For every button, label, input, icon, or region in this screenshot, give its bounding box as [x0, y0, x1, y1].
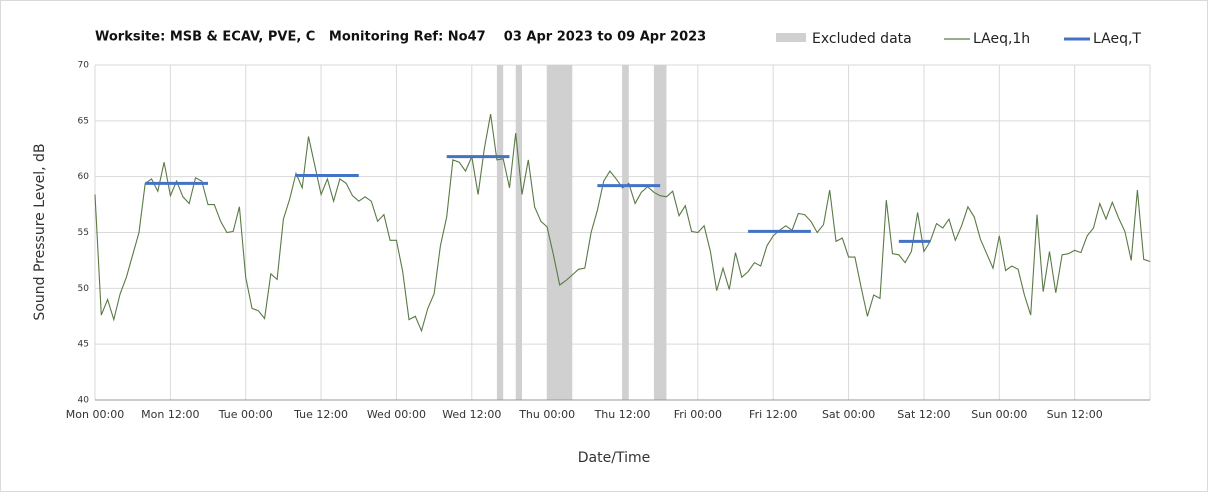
x-tick-label: Fri 00:00	[674, 408, 722, 421]
legend-swatch	[776, 33, 806, 42]
legend-label: LAeq,1h	[973, 31, 1030, 47]
line-series	[94, 114, 1151, 333]
x-tick-label: Sun 12:00	[1047, 408, 1103, 421]
x-tick-label: Mon 00:00	[66, 408, 124, 421]
y-tick-label: 65	[78, 116, 89, 126]
x-tick-label: Fri 12:00	[749, 408, 797, 421]
y-tick-label: 60	[78, 172, 90, 182]
x-tick-label: Mon 12:00	[141, 408, 199, 421]
x-tick-label: Thu 12:00	[594, 408, 651, 421]
x-tick-label: Tue 12:00	[293, 408, 348, 421]
y-tick-label: 50	[78, 284, 90, 294]
y-tick-label: 55	[78, 228, 89, 238]
excluded-region	[547, 65, 573, 400]
x-tick-label: Sat 00:00	[822, 408, 875, 421]
excluded-region	[515, 65, 523, 400]
x-tick-label: Wed 00:00	[367, 408, 426, 421]
x-tick-label: Sat 12:00	[897, 408, 950, 421]
x-tick-label: Sun 00:00	[971, 408, 1027, 421]
legend-label: LAeq,T	[1093, 31, 1141, 47]
x-axis-label: Date/Time	[578, 450, 650, 466]
x-tick-label: Wed 12:00	[442, 408, 501, 421]
chart-title: Worksite: MSB & ECAV, PVE, C Monitoring …	[95, 30, 706, 45]
excluded-region	[496, 65, 504, 400]
y-tick-label: 70	[78, 61, 90, 71]
y-tick-label: 45	[78, 340, 89, 350]
legend-label: Excluded data	[812, 31, 912, 47]
y-tick-label: 40	[78, 396, 90, 406]
x-tick-label: Thu 00:00	[518, 408, 575, 421]
y-axis-label: Sound Pressure Level, dB	[32, 143, 48, 320]
x-tick-label: Tue 00:00	[218, 408, 273, 421]
excluded-region	[653, 65, 667, 400]
excluded-region	[622, 65, 629, 400]
